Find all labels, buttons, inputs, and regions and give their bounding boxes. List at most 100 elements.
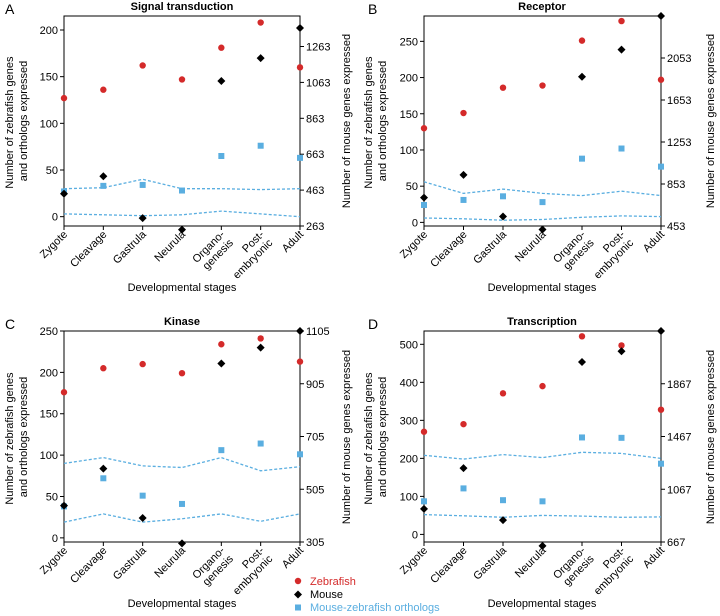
panel-c-right-tick-label: 705	[306, 432, 324, 444]
panel-b-x-tick-label: Gastrula	[471, 228, 510, 267]
panel-a-right-tick-label: 1063	[306, 77, 330, 89]
panel-c-mouse-point	[178, 539, 186, 548]
panel-a-right-tick-label: 663	[306, 149, 324, 161]
panel-d-mouse-point	[538, 541, 547, 550]
panel-d: D Transcription 0 100 200 300 400 500 667 1067…	[363, 316, 717, 610]
legend-zebrafish-marker	[294, 577, 302, 585]
panel-d-orthologs-point	[539, 498, 546, 505]
panel-a-mouse-point	[296, 24, 304, 33]
panel-a-ylabel-left: Number of zebrafish genes and orthologs …	[4, 53, 30, 188]
panel-d-ylabel-left: Number of zebrafish genes and orthologs …	[363, 369, 389, 504]
panel-d-zebrafish-point	[539, 382, 546, 390]
panel-b-mouse-point	[420, 193, 428, 202]
panel-c-right-tick-label: 905	[306, 379, 324, 391]
panel-c-mouse-point	[138, 513, 147, 522]
panel-b-right-tick-label: 853	[667, 179, 685, 191]
panel-c-left-tick-label: 0	[52, 533, 58, 545]
panel-d-left-tick-label: 500	[400, 339, 418, 351]
panel-d-mouse-point	[578, 357, 586, 366]
panel-c-mouse-point	[60, 501, 68, 510]
panel-c-orthologs-point	[179, 500, 185, 507]
panel-b-orthologs-point	[539, 199, 546, 206]
panel-c-orthologs-point	[257, 440, 264, 447]
panel-a-orthologs-point	[100, 182, 107, 189]
panel-c-zebrafish-point	[60, 389, 68, 396]
panel-d-orthologs-point	[579, 434, 585, 441]
panel-d-x-tick-label: Post-embryonic	[583, 544, 636, 597]
legend-mouse-label: Mouse	[310, 589, 343, 601]
panel-b-mouse-point	[578, 72, 586, 81]
panel-c-orthologs-point	[297, 451, 303, 458]
panel-b-x-tick-label: Neurula	[513, 228, 549, 264]
panel-d-zebrafish-point	[420, 428, 428, 435]
panel-b-ylabel-right: Number of mouse genes expressed	[705, 34, 717, 208]
panel-b-ylabel-left: Number of zebrafish genes and orthologs …	[363, 53, 389, 188]
panel-b-right-tick-label: 2053	[667, 53, 691, 65]
panel-d-x-tick-label: Cleavage	[428, 545, 469, 586]
panel-d-x-tick-label: Gastrula	[471, 544, 510, 583]
panel-c-zebrafish-point	[257, 335, 264, 342]
panel-c-right-tick-label: 505	[306, 484, 324, 496]
panel-b: B Receptor 0 50 100 150 200 250 453 853 1253 165…	[363, 1, 717, 294]
panel-a-left-tick-label: 100	[40, 118, 58, 130]
panel-c-x-tick-label: Organo-genesis	[190, 544, 236, 590]
panel-d-mouse-point	[459, 464, 468, 473]
panel-d-mouse-point	[499, 516, 507, 525]
panel-b-left-tick-label: 200	[400, 73, 418, 85]
panel-b-left-tick-label: 100	[400, 145, 418, 157]
panel-b-orthologs-point	[618, 145, 625, 152]
panel-c-left-tick-label: 100	[40, 450, 58, 462]
panel-d-zebrafish-point	[618, 342, 625, 349]
panel-b-x-tick-label: Adult	[641, 229, 667, 255]
panel-b-zebrafish-point	[460, 109, 467, 117]
panel-b-right-tick-label: 453	[667, 221, 685, 233]
panel-b-x-tick-label: Cleavage	[428, 229, 469, 270]
panel-b-mouse-point	[617, 45, 626, 54]
panel-d-title: Transcription	[507, 316, 577, 328]
panel-d-band-lower-line	[423, 513, 662, 518]
panel-b-mouse-point	[538, 225, 547, 234]
panel-c-right-tick-label: 1105	[306, 326, 330, 338]
panel-a-zebrafish-point	[60, 94, 68, 102]
panel-a-x-tick-label: Cleavage	[68, 229, 109, 270]
panel-b-left-tick-label: 0	[412, 217, 418, 229]
panel-a-zebrafish-point	[100, 86, 107, 93]
panel-a-x-tick-label: Adult	[280, 229, 306, 255]
panel-b-orthologs-point	[500, 193, 506, 200]
panel-a-zebrafish-point	[139, 62, 146, 69]
panel-c-x-tick-label: Post-embryonic	[222, 544, 275, 597]
panel-d-right-tick-label: 1467	[667, 432, 691, 444]
panel-c-letter: C	[5, 316, 15, 332]
panel-a-right-tick-label: 1263	[306, 42, 330, 54]
panel-b-mouse-point	[657, 12, 665, 20]
panel-a-zebrafish-point	[218, 44, 225, 51]
panel-a-mouse-point	[138, 214, 147, 223]
panel-b-mouse-point	[459, 170, 468, 179]
panel-b-orthologs-point	[579, 155, 585, 162]
panel-d-orthologs-point	[618, 434, 625, 441]
panel-a-mouse-point	[217, 76, 226, 85]
panel-a-title: Signal transduction	[131, 1, 234, 13]
panel-d-right-tick-label: 667	[667, 537, 685, 549]
panel-b-xlabel: Developmental stages	[488, 282, 597, 294]
panel-c-left-tick-label: 150	[40, 409, 58, 421]
panel-a-mouse-point	[99, 172, 108, 181]
panel-a-plot-frame	[63, 15, 301, 227]
panel-a-orthologs-point	[179, 187, 185, 194]
panel-c-orthologs-point	[100, 475, 107, 482]
panel-c-mouse-point	[99, 464, 108, 473]
panel-a-zebrafish-point	[178, 76, 186, 83]
panel-d-orthologs-point	[658, 460, 664, 467]
panel-c-mouse-point	[296, 327, 304, 335]
panel-c-ylabel-left: Number of zebrafish genes and orthologs …	[4, 369, 30, 504]
panel-a-zebrafish-point	[257, 19, 264, 26]
panel-b-plot-frame	[423, 15, 662, 227]
panel-d-x-tick-label: Neurula	[513, 544, 549, 580]
panel-b-right-tick-label: 1253	[667, 137, 691, 149]
panel-a-right-tick-label: 463	[306, 185, 324, 197]
panel-b-title: Receptor	[518, 1, 566, 13]
panel-a-ylabel-right: Number of mouse genes expressed	[341, 34, 353, 208]
panel-d-letter: D	[368, 316, 378, 332]
panel-d-zebrafish-point	[499, 390, 507, 397]
